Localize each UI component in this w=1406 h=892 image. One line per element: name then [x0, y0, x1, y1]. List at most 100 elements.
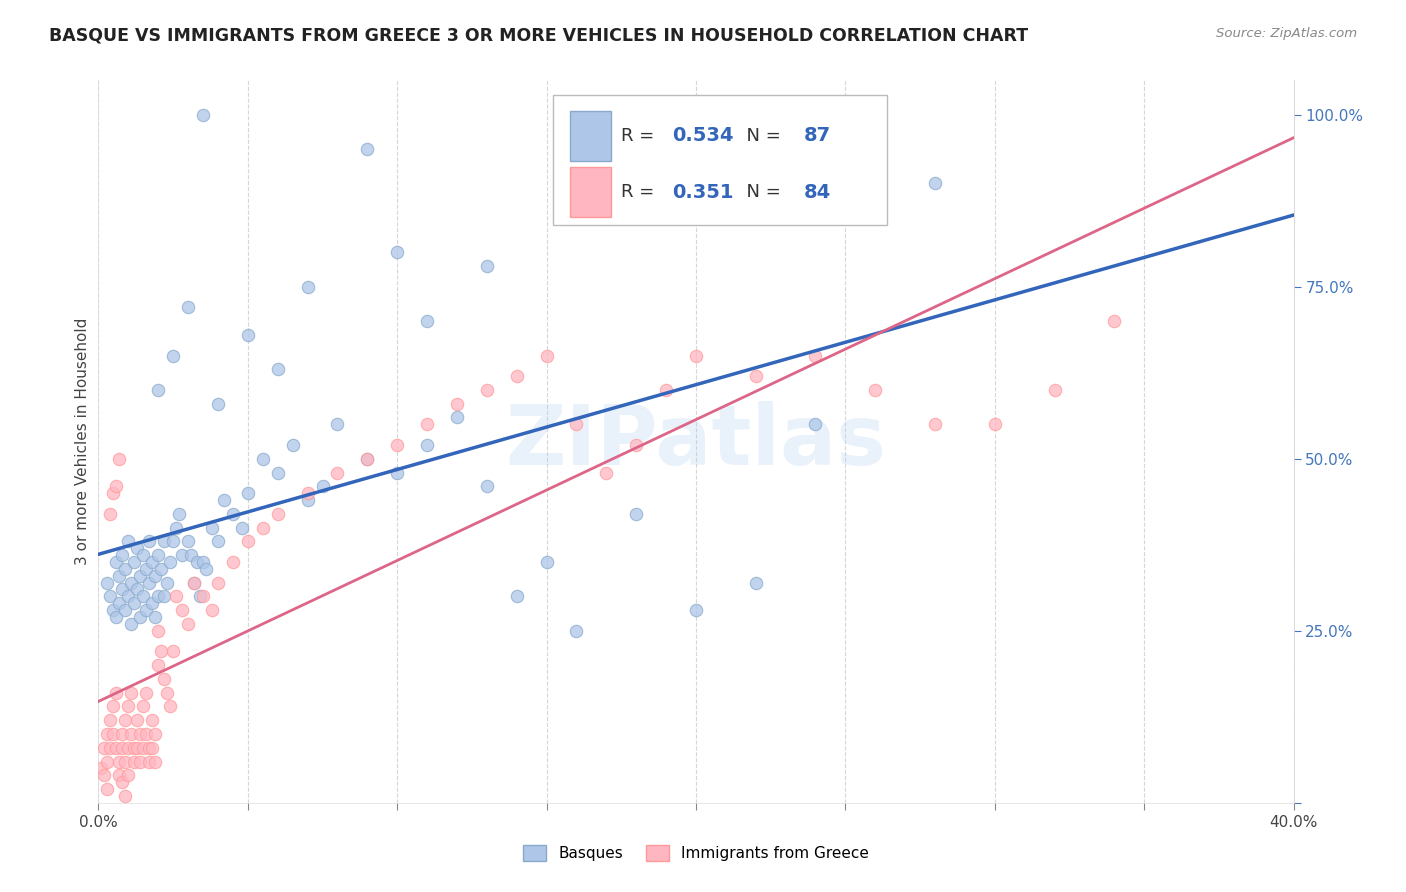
Point [105, 555, 128, 569]
Point [103, 699, 125, 714]
Point [475, 383, 498, 397]
Text: R =: R = [620, 183, 659, 202]
Point [416, 314, 439, 328]
Point [924, 417, 946, 432]
Point [129, 755, 152, 769]
Point [124, 596, 146, 610]
Point [114, 713, 136, 727]
Point [446, 397, 468, 411]
Point [150, 562, 173, 576]
Point [138, 534, 160, 549]
Point [297, 493, 319, 508]
Point [186, 555, 208, 569]
Text: 0.351: 0.351 [672, 183, 734, 202]
Point [177, 534, 200, 549]
Point [120, 686, 142, 700]
Point [236, 486, 259, 500]
Point [565, 624, 588, 638]
Point [385, 245, 409, 260]
Point [96, 755, 118, 769]
Point [114, 603, 136, 617]
Point [148, 624, 170, 638]
Point [924, 177, 946, 191]
Point [167, 507, 190, 521]
Point [326, 417, 349, 432]
Point [90, 761, 112, 775]
Point [96, 782, 118, 797]
Point [138, 740, 160, 755]
Point [98, 713, 122, 727]
Point [159, 699, 181, 714]
Point [326, 466, 349, 480]
Point [148, 383, 170, 397]
Point [135, 603, 157, 617]
Point [984, 417, 1007, 432]
Point [105, 479, 128, 493]
Point [222, 555, 245, 569]
Point [626, 507, 648, 521]
Point [565, 417, 588, 432]
Point [162, 349, 184, 363]
Text: 87: 87 [804, 127, 831, 145]
Point [120, 575, 142, 590]
Point [111, 740, 134, 755]
Text: 0.534: 0.534 [672, 127, 734, 145]
Point [127, 582, 149, 597]
Point [191, 590, 214, 604]
Point [183, 575, 205, 590]
Point [108, 568, 131, 582]
Point [117, 699, 139, 714]
Point [165, 590, 187, 604]
Point [141, 596, 163, 610]
Point [201, 520, 224, 534]
Point [536, 555, 558, 569]
Point [135, 562, 157, 576]
Point [108, 451, 131, 466]
Point [143, 755, 166, 769]
Point [93, 768, 115, 782]
Point [124, 555, 146, 569]
Point [446, 410, 468, 425]
Point [162, 644, 184, 658]
Point [177, 616, 200, 631]
Point [114, 562, 136, 576]
Point [297, 486, 319, 500]
Point [124, 755, 146, 769]
Legend: Basques, Immigrants from Greece: Basques, Immigrants from Greece [517, 839, 875, 867]
Point [153, 590, 176, 604]
Point [96, 575, 118, 590]
Point [156, 575, 179, 590]
Point [105, 610, 128, 624]
Y-axis label: 3 or more Vehicles in Household: 3 or more Vehicles in Household [75, 318, 90, 566]
Point [222, 507, 245, 521]
FancyBboxPatch shape [571, 168, 612, 217]
Point [143, 727, 166, 741]
Point [1104, 314, 1126, 328]
Point [129, 727, 152, 741]
Point [416, 438, 439, 452]
Point [124, 740, 146, 755]
Point [281, 438, 304, 452]
Text: 84: 84 [804, 183, 831, 202]
Point [267, 362, 290, 376]
Point [108, 768, 131, 782]
Point [212, 493, 235, 508]
Point [117, 534, 139, 549]
Point [356, 451, 378, 466]
Point [207, 397, 229, 411]
Point [103, 486, 125, 500]
Point [745, 575, 768, 590]
Text: N =: N = [735, 127, 787, 145]
Point [172, 548, 194, 562]
Point [143, 610, 166, 624]
Point [150, 644, 173, 658]
Point [165, 520, 187, 534]
Text: ZIPatlas: ZIPatlas [506, 401, 886, 482]
Point [1043, 383, 1066, 397]
Point [231, 520, 253, 534]
Point [475, 479, 498, 493]
Point [117, 768, 139, 782]
Point [111, 582, 134, 597]
Point [148, 590, 170, 604]
Point [188, 590, 211, 604]
